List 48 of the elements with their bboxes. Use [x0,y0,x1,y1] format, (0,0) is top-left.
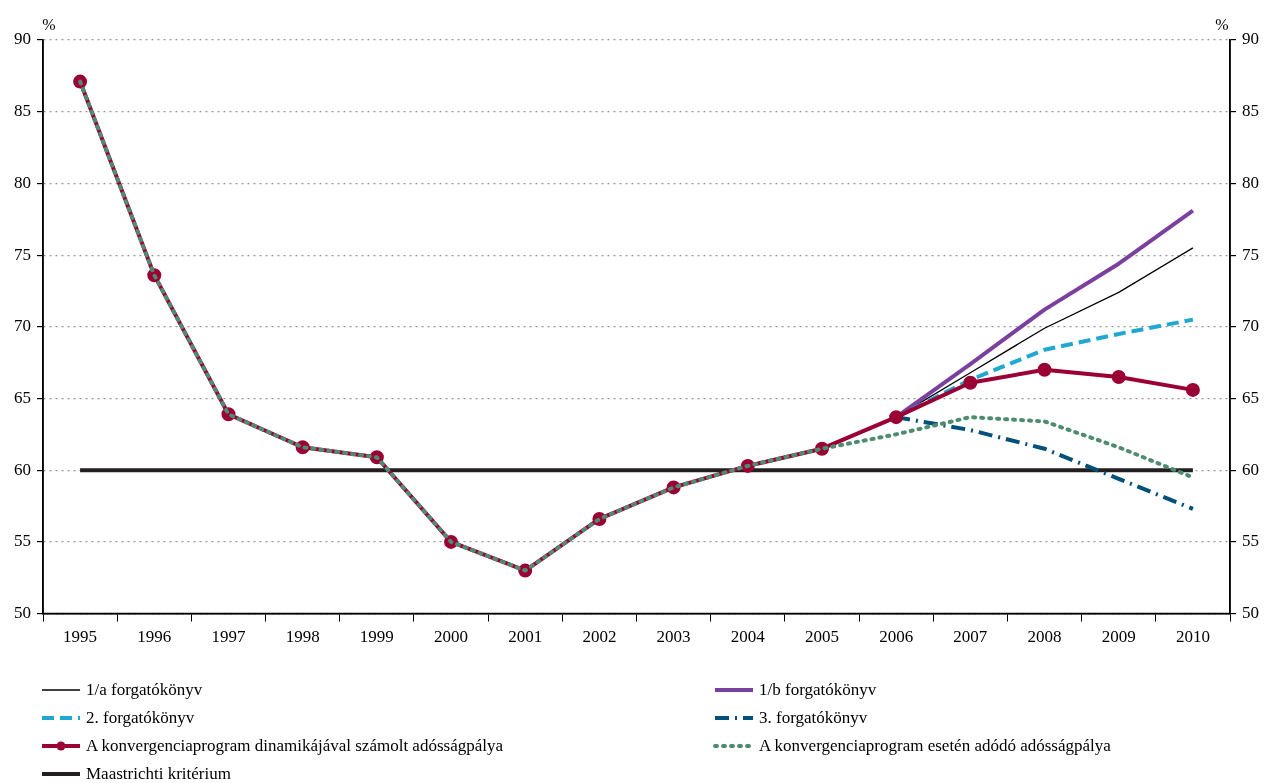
x-tick-label: 1996 [137,627,172,647]
y-tick-label: 65 [14,387,31,407]
y2-tick-label: 60 [1242,459,1259,479]
x-tick-label: 2001 [508,627,543,647]
y2-tick-label: 70 [1242,316,1259,336]
y2-tick-label: 55 [1242,531,1259,551]
point [1111,369,1126,384]
x-tick-label: 2006 [879,627,914,647]
y2-tick-label: 65 [1242,387,1259,407]
x-tick-label: 1998 [285,627,320,647]
x-tick-label: 1995 [63,627,98,647]
y2-tick-label: 50 [1242,603,1259,623]
legend-label: 2. forgatókönyv [86,708,195,728]
legend-label: 1/a forgatókönyv [86,680,203,700]
x-tick-label: 2000 [434,627,469,647]
point [963,375,978,390]
legend-label: 1/b forgatókönyv [759,680,877,700]
legend-label: 3. forgatókönyv [759,708,868,728]
x-tick-label: 1997 [211,627,246,647]
y2-tick-label: 90 [1242,29,1259,49]
x-tick-label: 1999 [359,627,394,647]
y-tick-label: 50 [14,603,31,623]
y2-tick-label: 75 [1242,244,1259,264]
y2-tick-label: 85 [1242,101,1259,121]
y-tick-label: 85 [14,101,31,121]
x-tick-label: 2004 [730,627,766,647]
point [1185,382,1200,397]
point [1037,362,1052,377]
y-tick-label: 75 [14,244,31,264]
x-tick-label: 2009 [1101,627,1136,647]
legend-label: A konvergenciaprogram dinamikájával számolt adósságpálya [86,736,503,756]
legend-label: Maastrichti kritérium [86,764,231,783]
x-tick-label: 2010 [1175,627,1210,647]
y-tick-label: 55 [14,531,31,551]
x-tick-label: 2002 [582,627,617,647]
x-tick-label: 2008 [1027,627,1062,647]
y-tick-label: 70 [14,316,31,336]
x-tick-label: 2005 [804,627,839,647]
x-tick-label: 2003 [656,627,691,647]
y2-axis-title: % [1215,16,1229,34]
x-tick-label: 2007 [953,627,988,647]
point [889,410,904,425]
y-tick-label: 80 [14,172,31,192]
y-tick-label: 90 [14,29,31,49]
y2-tick-label: 80 [1242,172,1259,192]
y-axis-title: % [42,16,56,34]
legend-label: A konvergenciaprogram esetén adódó adósságpálya [759,736,1111,756]
y-tick-label: 60 [14,459,31,479]
